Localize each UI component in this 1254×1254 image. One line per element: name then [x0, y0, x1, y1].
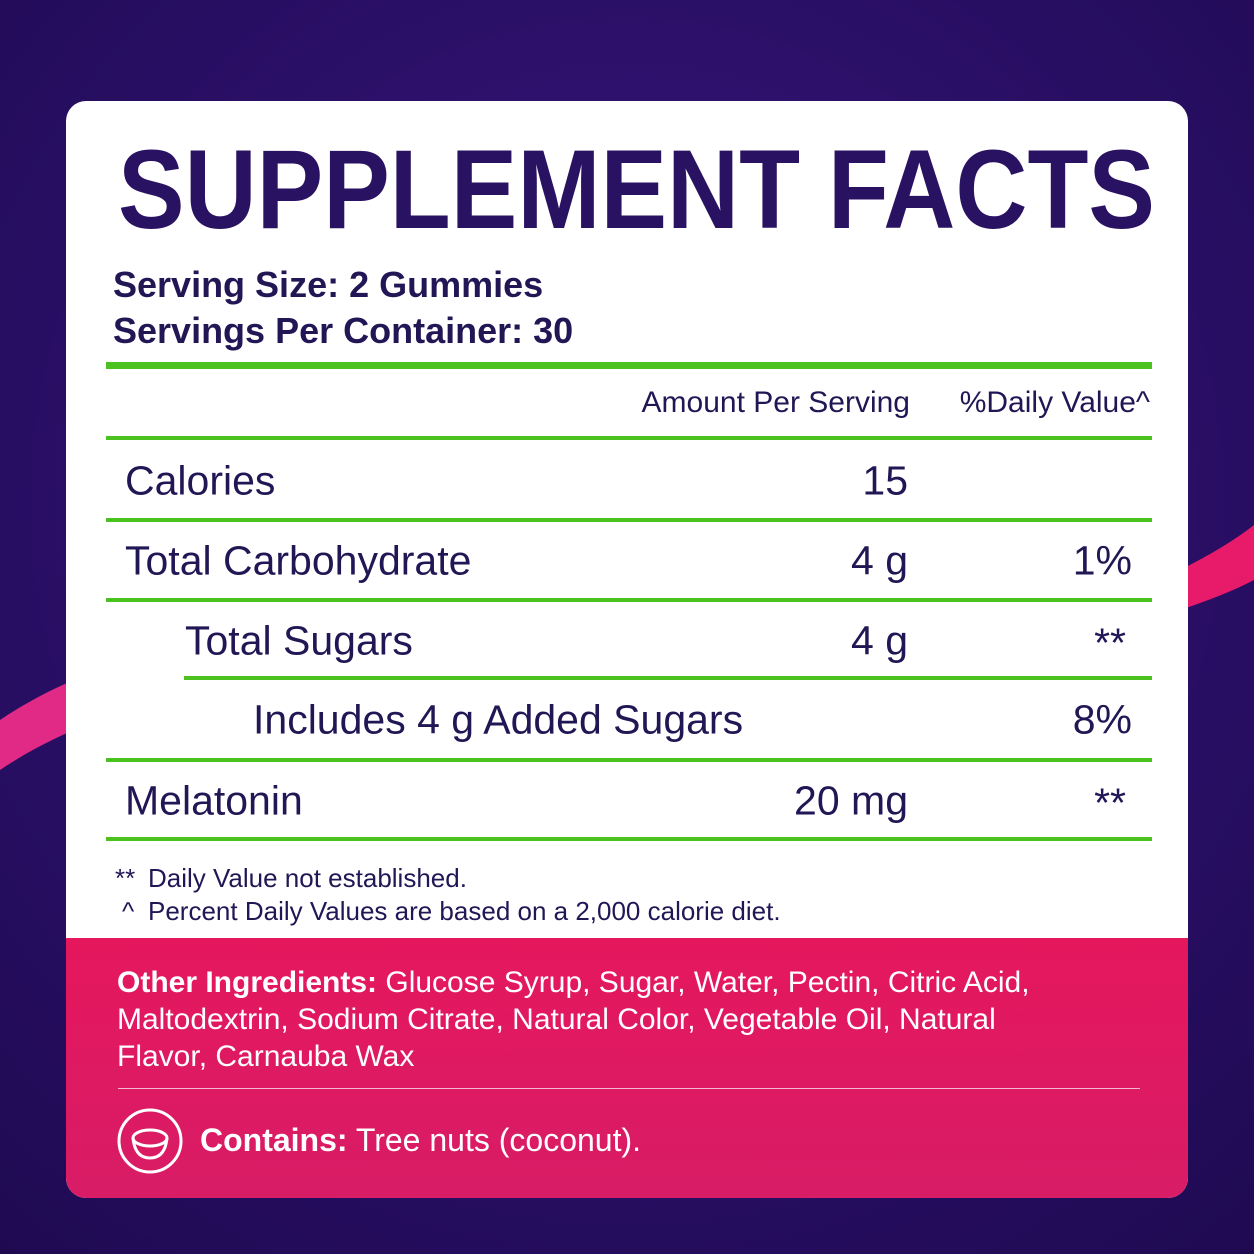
ingredients-text: Glucose Syrup, Sugar, Water, Pectin, Cit… — [117, 966, 1030, 1073]
contains: Contains: Tree nuts (coconut). — [200, 1122, 641, 1159]
row-daily-value: ** — [1094, 779, 1126, 826]
divider — [106, 837, 1152, 841]
footnote-text: Percent Daily Values are based on a 2,00… — [148, 896, 781, 926]
divider — [106, 758, 1152, 762]
row-label: Total Carbohydrate — [125, 537, 472, 584]
swoosh — [1180, 525, 1254, 610]
footnote-symbol: ** — [115, 863, 136, 893]
ingredients: Other Ingredients: Glucose Syrup, Sugar,… — [117, 964, 1077, 1075]
header-daily-value: %Daily Value^ — [959, 386, 1150, 419]
footnote-symbol: ^ — [122, 896, 135, 926]
divider — [106, 518, 1152, 522]
divider — [106, 598, 1152, 602]
coconut-icon — [117, 1108, 183, 1174]
row-label: Total Sugars — [185, 617, 413, 664]
row-label: Includes 4 g Added Sugars — [253, 696, 744, 743]
divider — [106, 362, 1152, 369]
row-label: Melatonin — [125, 777, 303, 824]
row-amount: 4 g — [851, 537, 908, 584]
row-amount: 4 g — [851, 617, 908, 664]
servings-per-container: Servings Per Container: 30 — [113, 310, 574, 351]
ingredients-label: Other Ingredients: — [117, 966, 378, 999]
header-amount: Amount Per Serving — [641, 386, 910, 419]
footnote-text: Daily Value not established. — [148, 863, 467, 893]
row-daily-value: 1% — [1072, 537, 1132, 584]
row-daily-value: 8% — [1072, 696, 1132, 743]
separator — [118, 1088, 1140, 1089]
row-amount: 20 mg — [794, 777, 908, 824]
contains-text: Tree nuts (coconut). — [355, 1122, 642, 1158]
ingredients-panel: Other Ingredients: Glucose Syrup, Sugar,… — [66, 938, 1188, 1198]
divider — [106, 436, 1152, 440]
title-svg: SUPPLEMENT FACTS — [118, 136, 1155, 246]
title: SUPPLEMENT FACTS — [118, 136, 1155, 246]
contains-label: Contains: — [200, 1122, 348, 1158]
row-amount: 15 — [862, 457, 908, 504]
serving-size: Serving Size: 2 Gummies — [113, 264, 544, 305]
divider — [184, 676, 1152, 680]
facts-card: SUPPLEMENT FACTS Serving Size: 2 Gummies… — [66, 101, 1188, 1198]
row-label: Calories — [125, 457, 276, 504]
row-daily-value: ** — [1094, 619, 1126, 666]
